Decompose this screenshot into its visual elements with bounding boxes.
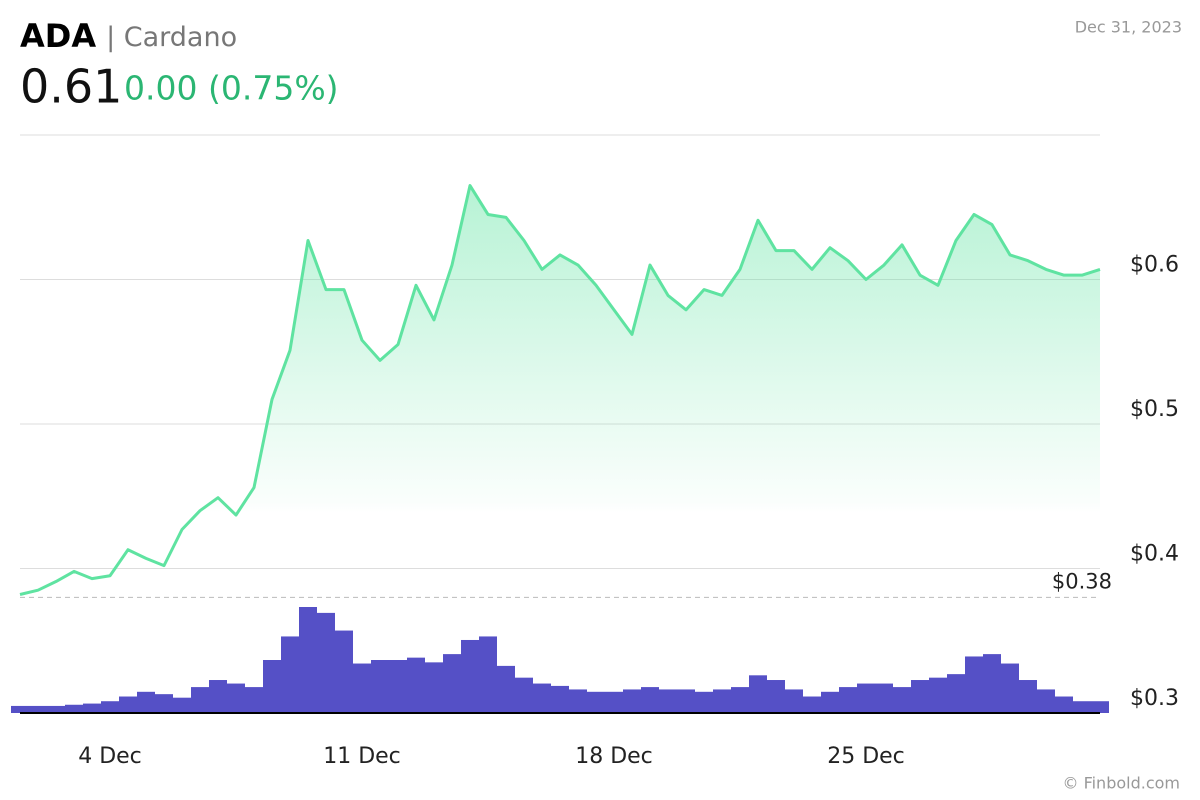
x-tick-label: 25 Dec	[827, 744, 905, 769]
asset-name: | Cardano	[106, 22, 237, 53]
x-tick-label: 4 Dec	[78, 744, 142, 769]
y-tick-label: $0.3	[1130, 686, 1179, 711]
y-tick-label: $0.5	[1130, 397, 1179, 422]
date: Dec 31, 2023	[1075, 18, 1182, 37]
symbol: ADA	[20, 17, 96, 55]
title: ADA | Cardano	[20, 17, 237, 55]
y-tick-label: $0.6	[1130, 253, 1179, 278]
x-tick-label: 11 Dec	[323, 744, 401, 769]
x-tick-label: 18 Dec	[575, 744, 653, 769]
price-change: 0.00 (0.75%)	[124, 69, 339, 108]
y-tick-label: $0.4	[1130, 542, 1179, 567]
source: © Finbold.com	[1062, 774, 1180, 793]
price-area	[20, 185, 1100, 713]
price-line	[19, 184, 1101, 596]
price: 0.61	[20, 60, 122, 114]
